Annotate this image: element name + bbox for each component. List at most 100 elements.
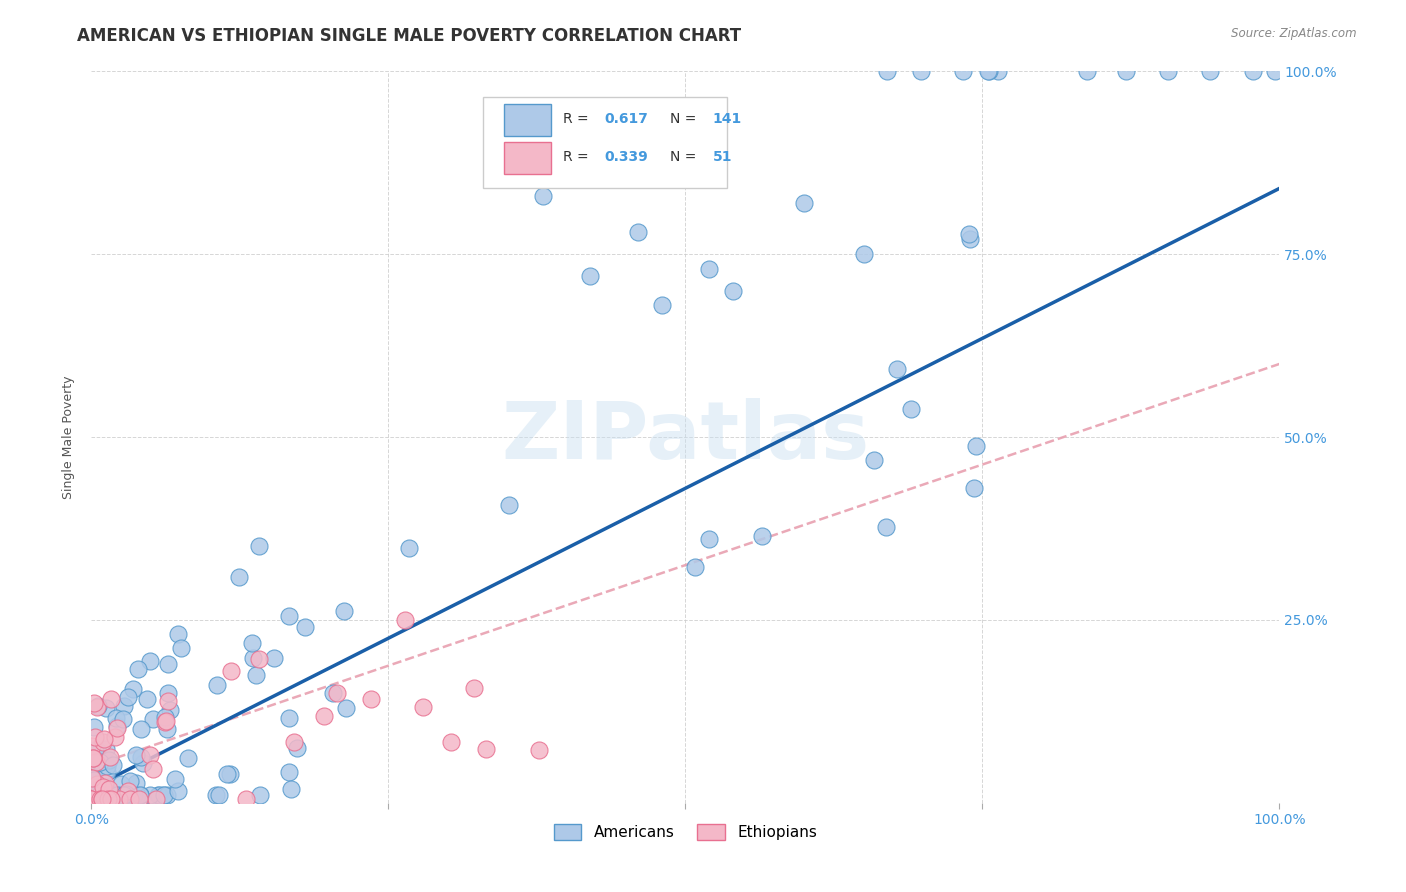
Point bbox=[153, 715, 176, 730]
Point bbox=[335, 701, 357, 715]
Point bbox=[93, 789, 115, 803]
Point bbox=[80, 792, 103, 806]
Point bbox=[89, 789, 111, 803]
Point bbox=[278, 765, 301, 780]
Point bbox=[93, 789, 115, 803]
Point bbox=[87, 699, 110, 714]
Point bbox=[125, 776, 148, 790]
Point bbox=[93, 776, 115, 790]
Point bbox=[977, 64, 1000, 78]
Point bbox=[96, 792, 118, 806]
Point bbox=[529, 742, 551, 756]
FancyBboxPatch shape bbox=[503, 103, 551, 136]
Point bbox=[117, 690, 139, 705]
Text: 141: 141 bbox=[713, 112, 742, 126]
Point bbox=[89, 756, 111, 770]
Text: 51: 51 bbox=[713, 150, 733, 164]
Point bbox=[100, 792, 122, 806]
Point bbox=[1115, 64, 1137, 78]
Point bbox=[120, 792, 142, 806]
Point bbox=[86, 742, 108, 756]
Point bbox=[242, 651, 264, 665]
Point bbox=[155, 714, 177, 728]
Point bbox=[93, 731, 115, 746]
Text: N =: N = bbox=[671, 150, 700, 164]
Point bbox=[89, 789, 111, 803]
Text: 0.617: 0.617 bbox=[605, 112, 648, 126]
Point bbox=[115, 787, 138, 801]
Point bbox=[205, 677, 228, 691]
Point bbox=[82, 750, 104, 764]
Point bbox=[322, 686, 344, 700]
Point bbox=[111, 789, 134, 803]
Point bbox=[205, 789, 228, 803]
Point bbox=[977, 64, 1000, 78]
Point bbox=[963, 481, 986, 495]
Point bbox=[177, 751, 200, 765]
Point bbox=[129, 789, 152, 803]
Point bbox=[97, 782, 120, 797]
Point bbox=[138, 789, 160, 803]
Point bbox=[157, 686, 180, 700]
Point bbox=[333, 604, 356, 618]
Point bbox=[155, 710, 177, 724]
Point bbox=[531, 188, 554, 202]
Point bbox=[104, 731, 127, 745]
Point bbox=[852, 247, 875, 261]
Point bbox=[152, 789, 174, 803]
Point bbox=[751, 529, 773, 543]
Point bbox=[86, 777, 108, 791]
Point bbox=[101, 789, 124, 803]
Point bbox=[82, 751, 104, 765]
Point bbox=[139, 654, 162, 668]
Point bbox=[96, 742, 118, 756]
Point bbox=[957, 227, 980, 241]
Point bbox=[91, 735, 114, 749]
Point bbox=[146, 789, 169, 803]
Point bbox=[96, 781, 118, 796]
Point bbox=[122, 789, 145, 803]
Point bbox=[80, 792, 103, 806]
Point bbox=[135, 692, 157, 706]
Point bbox=[1157, 64, 1180, 78]
Point bbox=[122, 682, 145, 697]
Point bbox=[263, 651, 285, 665]
Point bbox=[475, 742, 498, 756]
Point bbox=[283, 734, 305, 748]
Point bbox=[959, 231, 981, 245]
Point bbox=[125, 789, 148, 803]
Legend: Americans, Ethiopians: Americans, Ethiopians bbox=[548, 818, 823, 847]
Text: R =: R = bbox=[562, 112, 593, 126]
Point bbox=[83, 743, 105, 757]
Point bbox=[277, 609, 299, 624]
Point bbox=[683, 560, 706, 574]
Point bbox=[112, 713, 135, 727]
Point bbox=[124, 789, 146, 803]
Point bbox=[249, 652, 271, 666]
Point bbox=[235, 792, 257, 806]
Point bbox=[127, 662, 149, 676]
Point bbox=[697, 532, 720, 546]
Point bbox=[152, 789, 174, 803]
Point bbox=[82, 755, 104, 769]
Point bbox=[412, 700, 434, 714]
Point bbox=[84, 789, 107, 803]
Point bbox=[148, 789, 170, 803]
Point bbox=[360, 691, 382, 706]
Point bbox=[98, 750, 121, 764]
Point bbox=[83, 772, 105, 787]
Point bbox=[90, 789, 112, 803]
Point bbox=[463, 681, 485, 696]
Point bbox=[697, 261, 720, 276]
Point bbox=[325, 686, 347, 700]
Point bbox=[156, 693, 179, 707]
Point bbox=[96, 764, 118, 779]
Point bbox=[83, 720, 105, 734]
Point bbox=[110, 789, 132, 803]
Point bbox=[83, 770, 105, 784]
FancyBboxPatch shape bbox=[484, 97, 727, 188]
Point bbox=[104, 789, 127, 803]
Point bbox=[93, 792, 115, 806]
Point bbox=[108, 789, 131, 803]
Point bbox=[86, 792, 108, 806]
